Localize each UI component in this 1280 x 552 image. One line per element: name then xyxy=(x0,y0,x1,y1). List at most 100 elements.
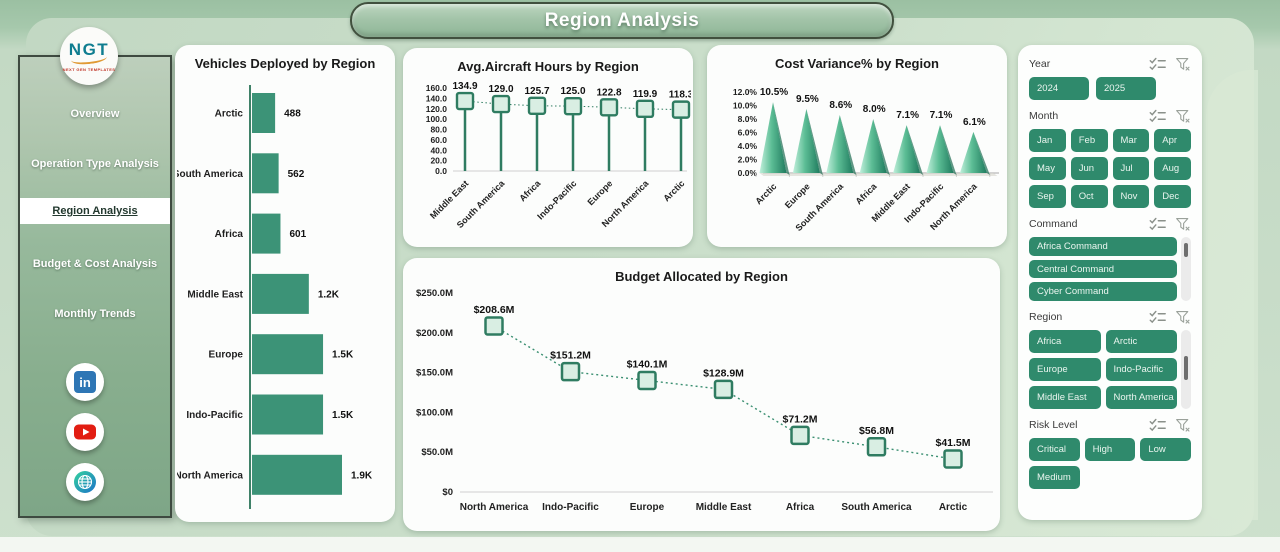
filter-option-indo-pacific[interactable]: Indo-Pacific xyxy=(1105,358,1177,381)
pyramid-indo-pacific[interactable] xyxy=(926,125,954,173)
bar-africa[interactable] xyxy=(252,213,281,254)
budget-chart-title: Budget Allocated by Region xyxy=(615,269,788,284)
category-label-arctic: Arctic xyxy=(661,178,686,203)
filter-option-low[interactable]: Low xyxy=(1140,438,1191,461)
vehicles-deployed-chart[interactable]: Arctic 488 South America 562 Africa 601 Middle… xyxy=(177,77,393,522)
pyramid-south-america[interactable] xyxy=(826,114,854,173)
filter-option-2025[interactable]: 2025 xyxy=(1096,77,1156,100)
marker-south-america[interactable] xyxy=(866,437,887,457)
clear-filter-icon[interactable] xyxy=(1175,109,1191,124)
marker-north-america[interactable] xyxy=(484,316,504,336)
bar-europe[interactable] xyxy=(252,334,324,375)
category-label-europe: Europe xyxy=(783,181,812,210)
category-label-europe: Europe xyxy=(585,178,614,207)
category-label-europe: Europe xyxy=(630,502,665,513)
select-all-icon[interactable] xyxy=(1149,109,1166,123)
filter-option-jan[interactable]: Jan xyxy=(1029,129,1066,152)
filter-option-mar[interactable]: Mar xyxy=(1112,129,1150,152)
pyramid-north-america[interactable] xyxy=(959,131,987,173)
select-all-icon[interactable] xyxy=(1149,217,1166,231)
linkedin-icon[interactable]: in xyxy=(66,363,104,401)
scrollbar[interactable] xyxy=(1181,330,1191,409)
select-all-icon[interactable] xyxy=(1149,418,1166,432)
filter-option-cyber-command[interactable]: Cyber Command xyxy=(1029,282,1177,301)
bar-indo-pacific[interactable] xyxy=(252,394,324,435)
data-label-africa: 8.0% xyxy=(863,104,886,115)
filter-option-high[interactable]: High xyxy=(1084,438,1136,461)
marker-south-america[interactable] xyxy=(491,94,511,114)
marker-north-america[interactable] xyxy=(635,99,655,119)
marker-middle-east[interactable] xyxy=(713,379,734,400)
filter-option-oct[interactable]: Oct xyxy=(1070,185,1108,208)
website-icon[interactable] xyxy=(66,463,104,501)
sidebar-item-region-analysis[interactable]: Region Analysis xyxy=(20,198,170,224)
value-label-south-america: 562 xyxy=(288,169,305,180)
bar-north-america[interactable] xyxy=(252,454,342,495)
category-label-arctic: Arctic xyxy=(939,502,968,513)
marker-middle-east[interactable] xyxy=(455,91,475,111)
marker-arctic[interactable] xyxy=(671,100,691,119)
marker-europe[interactable] xyxy=(637,370,657,391)
sidebar-item-operation-type-analysis[interactable]: Operation Type Analysis xyxy=(31,158,159,170)
youtube-icon[interactable] xyxy=(66,413,104,451)
bar-south-america[interactable] xyxy=(252,153,279,194)
value-label-indo-pacific: 1.5K xyxy=(332,410,354,421)
pyramid-europe[interactable] xyxy=(792,108,820,173)
scrollbar-thumb[interactable] xyxy=(1184,356,1188,380)
filter-option-north-america[interactable]: North America xyxy=(1105,386,1177,409)
pyramid-middle-east[interactable] xyxy=(893,125,921,173)
filter-option-africa[interactable]: Africa xyxy=(1029,330,1101,353)
pyramid-africa[interactable] xyxy=(859,119,887,173)
sidebar-item-monthly-trends[interactable]: Monthly Trends xyxy=(54,308,136,320)
clear-filter-icon[interactable] xyxy=(1175,310,1191,325)
budget-allocated-chart[interactable]: $0 $50.0M $100.0M $150.0M $200.0M $250.0M $208… xyxy=(405,282,999,531)
marker-arctic[interactable] xyxy=(943,449,963,469)
filter-option-africa-command[interactable]: Africa Command xyxy=(1029,237,1177,256)
y-tick-label: 40.0 xyxy=(430,145,447,155)
pyramid-arctic[interactable] xyxy=(759,102,787,173)
filter-option-sep[interactable]: Sep xyxy=(1029,185,1066,208)
filter-option-dec[interactable]: Dec xyxy=(1154,185,1191,208)
y-tick-label: $150.0M xyxy=(416,368,453,379)
bar-middle-east[interactable] xyxy=(252,273,309,314)
y-tick-label: $0 xyxy=(442,487,453,498)
filter-option-arctic[interactable]: Arctic xyxy=(1105,330,1177,353)
filter-option-2024[interactable]: 2024 xyxy=(1029,77,1089,100)
clear-filter-icon[interactable] xyxy=(1175,57,1191,72)
marker-europe[interactable] xyxy=(599,98,619,117)
sidebar-item-budget-cost-analysis[interactable]: Budget & Cost Analysis xyxy=(32,258,158,270)
filter-option-nov[interactable]: Nov xyxy=(1112,185,1150,208)
filter-option-middle-east[interactable]: Middle East xyxy=(1029,386,1101,409)
marker-indo-pacific[interactable] xyxy=(563,96,583,116)
filter-option-apr[interactable]: Apr xyxy=(1154,129,1191,152)
filter-option-europe[interactable]: Europe xyxy=(1029,358,1101,381)
cost-variance-chart-title: Cost Variance% by Region xyxy=(775,56,939,71)
pyramid-shadow xyxy=(926,173,964,176)
data-label-indo-pacific: $151.2M xyxy=(550,350,591,362)
sidebar-item-overview[interactable]: Overview xyxy=(70,108,120,120)
filter-option-may[interactable]: May xyxy=(1029,157,1066,180)
filter-option-jun[interactable]: Jun xyxy=(1070,157,1108,180)
filter-option-aug[interactable]: Aug xyxy=(1154,157,1191,180)
data-label-south-america: 129.0 xyxy=(488,84,513,95)
cost-variance-chart[interactable]: 0.0% 2.0% 4.0% 6.0% 8.0% 10.0% 12.0% 10.5% Arcti… xyxy=(709,69,1005,247)
scrollbar-thumb[interactable] xyxy=(1184,243,1188,257)
filter-option-jul[interactable]: Jul xyxy=(1112,157,1150,180)
filter-option-critical[interactable]: Critical xyxy=(1029,438,1080,461)
y-tick-label: 140.0 xyxy=(426,93,448,103)
filter-option-central-command[interactable]: Central Command xyxy=(1029,259,1177,279)
bar-arctic[interactable] xyxy=(252,93,276,133)
select-all-icon[interactable] xyxy=(1149,57,1166,71)
clear-filter-icon[interactable] xyxy=(1175,217,1191,232)
marker-africa[interactable] xyxy=(527,96,547,115)
budget-allocated-card: Budget Allocated by Region $0 $50.0M $100.… xyxy=(403,258,1000,531)
marker-africa[interactable] xyxy=(790,425,810,446)
select-all-icon[interactable] xyxy=(1149,310,1166,324)
scrollbar[interactable] xyxy=(1181,237,1191,301)
marker-indo-pacific[interactable] xyxy=(560,361,581,382)
filter-option-medium[interactable]: Medium xyxy=(1029,466,1080,489)
filter-option-feb[interactable]: Feb xyxy=(1070,129,1108,152)
clear-filter-icon[interactable] xyxy=(1175,418,1191,433)
page-title-text: Region Analysis xyxy=(544,9,700,31)
